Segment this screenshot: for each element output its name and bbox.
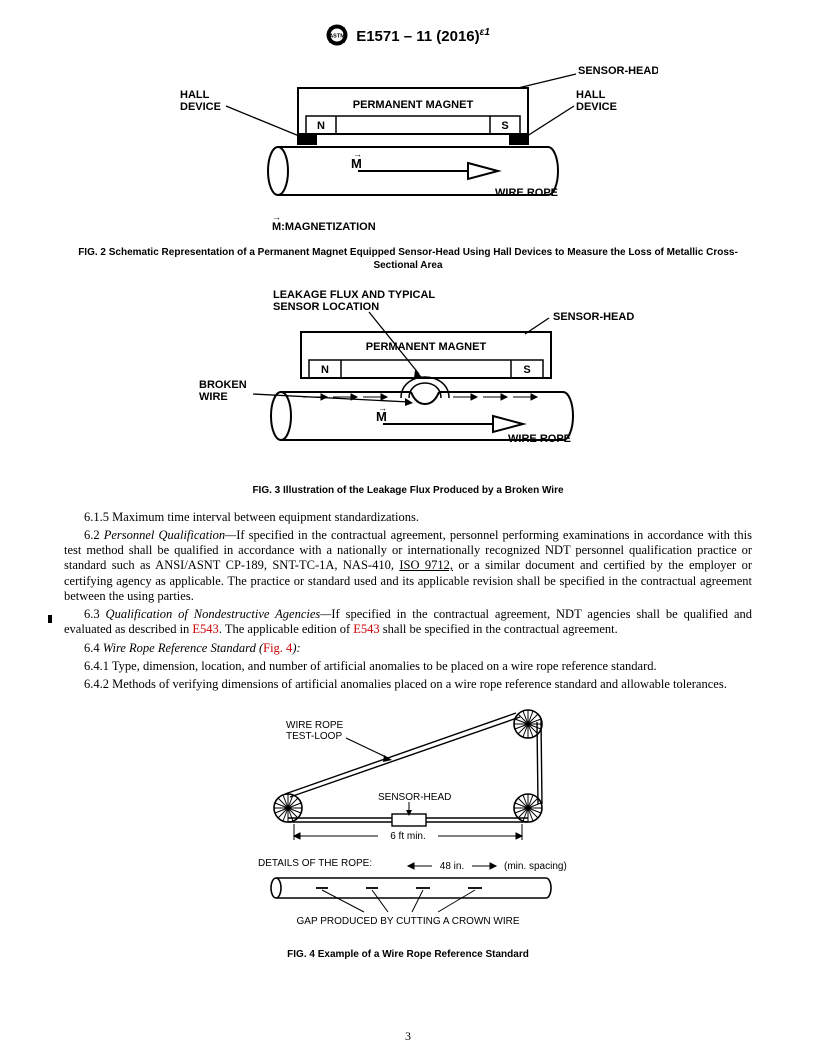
change-bar-icon [48,615,52,623]
svg-text:WIRE ROPE: WIRE ROPE [286,720,344,731]
epsilon-sup: ε1 [480,27,490,38]
p63-t3: shall be specified in the contractual ag… [380,622,618,636]
para-6-3: 6.3 Qualification of Nondestructive Agen… [64,607,752,638]
svg-text:DEVICE: DEVICE [576,101,617,113]
para-6-2: 6.2 Personnel Qualification—If specified… [64,528,752,604]
svg-text:48 in.: 48 in. [440,861,464,872]
p63-lead: 6.3 [84,607,106,621]
svg-text:HALL: HALL [576,89,606,101]
figure-2: M → SENSOR-HEAD HALL DEVICE HALL DEVICE … [64,56,752,241]
link-e543-a[interactable]: E543 [192,622,218,636]
link-e543-b[interactable]: E543 [353,622,379,636]
p642-text: 6.4.2 Methods of verifying dimensions of… [84,677,727,691]
svg-text:SENSOR LOCATION: SENSOR LOCATION [273,301,379,313]
svg-text:→: → [378,403,387,413]
svg-text:WIRE ROPE: WIRE ROPE [508,433,571,445]
link-fig4[interactable]: Fig. 4 [263,641,292,655]
fig2-diagram: M → SENSOR-HEAD HALL DEVICE HALL DEVICE … [158,56,658,236]
p62-title: Personnel Qualification— [104,528,237,542]
figure-4: WIRE ROPE TEST-LOOP SENSOR-HEAD 6 ft min… [64,698,752,943]
page: ASTM E1571 – 11 (2016)ε1 [0,0,816,1056]
svg-text:6 ft min.: 6 ft min. [390,831,426,842]
svg-text:S: S [523,364,530,376]
para-6-1-5: 6.1.5 Maximum time interval between equi… [64,510,752,525]
svg-text:BROKEN: BROKEN [199,379,247,391]
svg-text:ASTM: ASTM [329,34,345,40]
p64-close: ): [292,641,300,655]
body-text: 6.1.5 Maximum time interval between equi… [64,510,752,693]
svg-text:M:MAGNETIZATION: M:MAGNETIZATION [272,221,376,233]
astm-logo-icon: ASTM [326,24,348,50]
para-6-4-1: 6.4.1 Type, dimension, location, and num… [64,659,752,674]
svg-text:LEAKAGE FLUX AND TYPICAL: LEAKAGE FLUX AND TYPICAL [273,289,435,301]
svg-text:PERMANENT MAGNET: PERMANENT MAGNET [366,341,487,353]
p62-lead: 6.2 [84,528,104,542]
svg-text:SENSOR-HEAD: SENSOR-HEAD [378,792,451,803]
svg-text:WIRE ROPE: WIRE ROPE [495,187,558,199]
svg-text:HALL: HALL [180,89,210,101]
fig4-diagram: WIRE ROPE TEST-LOOP SENSOR-HEAD 6 ft min… [198,698,618,938]
fig3-caption: FIG. 3 Illustration of the Leakage Flux … [64,485,752,498]
fig4-caption: FIG. 4 Example of a Wire Rope Reference … [64,949,752,962]
svg-text:DEVICE: DEVICE [180,101,221,113]
p63-t2: . The applicable edition of [219,622,353,636]
svg-text:→: → [272,212,281,222]
svg-text:S: S [501,120,508,132]
p63-title: Qualification of Nondestructive Agencies… [106,607,332,621]
svg-text:→: → [353,149,362,159]
p64-title: Wire Rope Reference Standard ( [103,641,263,655]
standard-header: ASTM E1571 – 11 (2016)ε1 [64,24,752,50]
svg-text:TEST-LOOP: TEST-LOOP [286,731,342,742]
p64-lead: 6.4 [84,641,103,655]
para-6-4: 6.4 Wire Rope Reference Standard (Fig. 4… [64,641,752,656]
svg-text:N: N [317,120,325,132]
p62-iso: ISO 9712, [399,558,453,572]
p641-text: 6.4.1 Type, dimension, location, and num… [84,659,657,673]
svg-text:GAP PRODUCED BY CUTTING A CROW: GAP PRODUCED BY CUTTING A CROWN WIRE [297,916,520,927]
fig2-caption: FIG. 2 Schematic Representation of a Per… [64,247,752,272]
svg-text:DETAILS OF THE ROPE:: DETAILS OF THE ROPE: [258,858,372,869]
svg-text:SENSOR-HEAD: SENSOR-HEAD [578,65,658,77]
figure-3: LEAKAGE FLUX AND TYPICAL SENSOR LOCATION… [64,284,752,479]
svg-text:N: N [321,364,329,376]
svg-text:(min. spacing): (min. spacing) [504,861,567,872]
svg-text:WIRE: WIRE [199,391,228,403]
svg-text:SENSOR-HEAD: SENSOR-HEAD [553,311,634,323]
p615-text: 6.1.5 Maximum time interval between equi… [84,510,419,524]
para-6-4-2: 6.4.2 Methods of verifying dimensions of… [64,677,752,692]
designation-text: E1571 – 11 (2016) [356,28,479,45]
fig3-diagram: LEAKAGE FLUX AND TYPICAL SENSOR LOCATION… [153,284,663,474]
page-number: 3 [0,1029,816,1044]
svg-text:PERMANENT MAGNET: PERMANENT MAGNET [353,99,474,111]
